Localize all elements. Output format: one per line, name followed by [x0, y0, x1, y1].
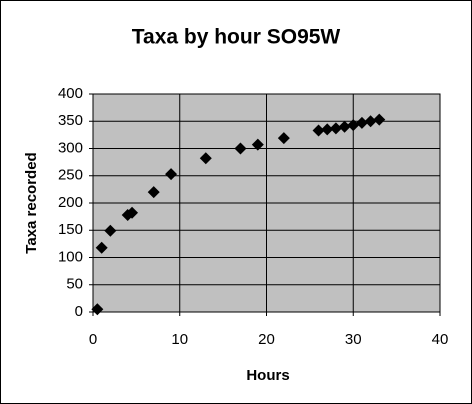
y-axis-title: Taxa recorded [23, 152, 40, 253]
marker [104, 224, 117, 237]
marker [199, 152, 212, 165]
marker [329, 122, 342, 135]
marker [355, 116, 368, 129]
marker [277, 132, 290, 145]
y-tick-label: 100 [58, 248, 83, 265]
y-tick-label: 50 [66, 276, 83, 293]
y-tick-label: 250 [58, 167, 83, 184]
y-tick-label: 400 [58, 85, 83, 102]
marker [126, 206, 139, 219]
x-axis-title: Hours [246, 367, 289, 384]
marker [91, 303, 104, 316]
y-tick-label: 350 [58, 112, 83, 129]
marker [321, 123, 334, 136]
y-tick-label: 150 [58, 221, 83, 238]
marker [373, 113, 386, 126]
marker [338, 120, 351, 133]
marker [234, 142, 247, 155]
y-tick-label: 200 [58, 194, 83, 211]
marker [312, 124, 325, 137]
marker [165, 168, 178, 181]
marker [95, 241, 108, 254]
x-tick-label: 30 [345, 331, 362, 348]
chart-title: Taxa by hour SO95W [132, 26, 341, 49]
x-tick-label: 0 [89, 331, 97, 348]
x-tick-label: 20 [258, 331, 275, 348]
marker [251, 138, 264, 151]
marker [147, 186, 160, 199]
y-tick-label: 0 [75, 303, 83, 320]
x-tick-label: 10 [171, 331, 188, 348]
marker [347, 119, 360, 132]
x-tick-label: 40 [432, 331, 449, 348]
y-tick-label: 300 [58, 139, 83, 156]
marker [364, 115, 377, 128]
